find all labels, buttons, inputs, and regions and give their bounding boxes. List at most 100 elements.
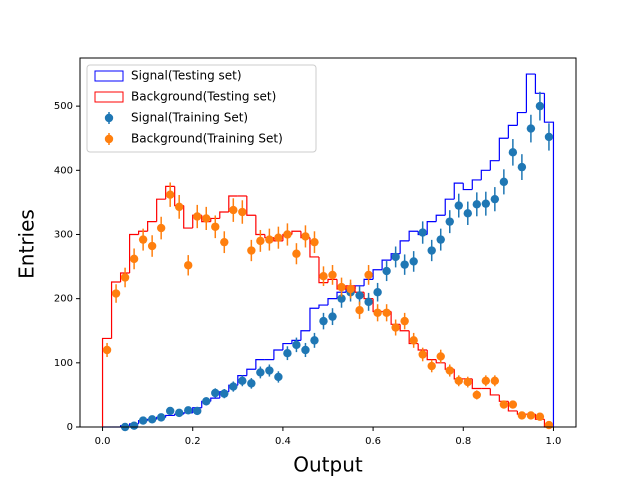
marker — [319, 316, 328, 326]
marker — [490, 194, 500, 204]
error-point — [175, 194, 184, 219]
error-point — [283, 223, 292, 246]
marker — [391, 323, 400, 332]
error-point — [229, 381, 238, 392]
marker — [310, 237, 319, 247]
step-bin — [543, 93, 555, 427]
step-bin — [291, 230, 301, 235]
marker — [138, 416, 148, 425]
error-point — [256, 229, 265, 252]
step-bin — [363, 278, 374, 286]
step-bin — [417, 343, 428, 351]
marker — [454, 376, 463, 385]
step-bin — [110, 281, 121, 339]
marker — [355, 291, 364, 300]
error-point — [292, 337, 301, 353]
error-point — [346, 279, 355, 299]
error-point — [382, 304, 391, 322]
step-bin — [119, 272, 130, 282]
step-bin — [471, 179, 482, 190]
step-bin — [237, 375, 247, 386]
step-bin — [255, 215, 265, 236]
marker — [165, 190, 175, 199]
marker — [256, 236, 265, 246]
error-point — [138, 228, 148, 251]
marker — [220, 237, 229, 247]
error-point — [526, 411, 536, 420]
step-bin — [156, 198, 166, 222]
step-bin — [534, 74, 545, 94]
marker — [337, 294, 346, 303]
step-bin — [165, 185, 175, 200]
error-point — [193, 204, 202, 229]
marker — [544, 132, 554, 142]
y-tick-label: 300 — [54, 229, 73, 240]
step-bin — [147, 221, 157, 232]
error-point — [409, 332, 418, 348]
marker — [427, 246, 436, 255]
error-point — [184, 255, 193, 276]
error-point — [274, 226, 283, 249]
legend-box — [86, 64, 317, 153]
error-point — [156, 216, 166, 240]
error-point — [265, 364, 274, 377]
step-bin — [228, 195, 238, 213]
marker — [102, 345, 112, 355]
error-point — [202, 206, 211, 231]
error-point — [544, 420, 554, 430]
marker — [193, 406, 202, 416]
step-bin — [219, 211, 229, 219]
error-point — [445, 210, 454, 234]
error-point — [310, 231, 319, 254]
error-point — [147, 235, 157, 257]
marker — [364, 270, 373, 280]
step-bin — [273, 349, 283, 360]
error-point — [409, 251, 418, 272]
error-point — [229, 198, 238, 222]
error-point — [373, 282, 382, 302]
step-bin — [507, 124, 518, 139]
error-point — [499, 400, 509, 409]
marker — [129, 254, 139, 264]
error-point — [301, 225, 310, 248]
marker — [454, 201, 463, 210]
step-bin — [210, 397, 220, 402]
error-point — [202, 397, 211, 406]
error-point — [490, 187, 500, 212]
step-bin — [498, 137, 509, 161]
marker — [256, 368, 265, 377]
x-tick-label: 0.4 — [275, 436, 291, 447]
error-point — [391, 246, 400, 268]
step-bin — [282, 342, 292, 350]
marker — [184, 406, 193, 415]
error-point — [418, 347, 427, 362]
step-bin — [525, 73, 536, 113]
error-point — [165, 406, 175, 416]
marker — [156, 223, 166, 233]
y-axis-label: Entries — [15, 209, 39, 279]
error-point — [400, 254, 409, 275]
error-point — [292, 243, 301, 265]
error-point — [517, 411, 527, 420]
error-point — [400, 312, 409, 330]
error-point — [454, 375, 463, 387]
step-bin — [444, 198, 455, 216]
legend-swatch — [104, 113, 114, 123]
error-point — [265, 228, 274, 251]
error-point — [301, 342, 310, 358]
step-bin — [318, 304, 328, 309]
marker — [391, 252, 400, 262]
marker — [427, 361, 436, 371]
error-point — [427, 359, 436, 373]
marker — [535, 412, 545, 421]
error-point — [184, 406, 193, 415]
marker — [184, 261, 193, 270]
marker — [310, 336, 319, 345]
error-point — [138, 416, 148, 425]
step-bin — [489, 160, 500, 171]
error-point — [337, 277, 346, 297]
x-tick-label: 1.0 — [546, 436, 562, 447]
marker — [445, 366, 454, 375]
error-point — [472, 192, 481, 217]
